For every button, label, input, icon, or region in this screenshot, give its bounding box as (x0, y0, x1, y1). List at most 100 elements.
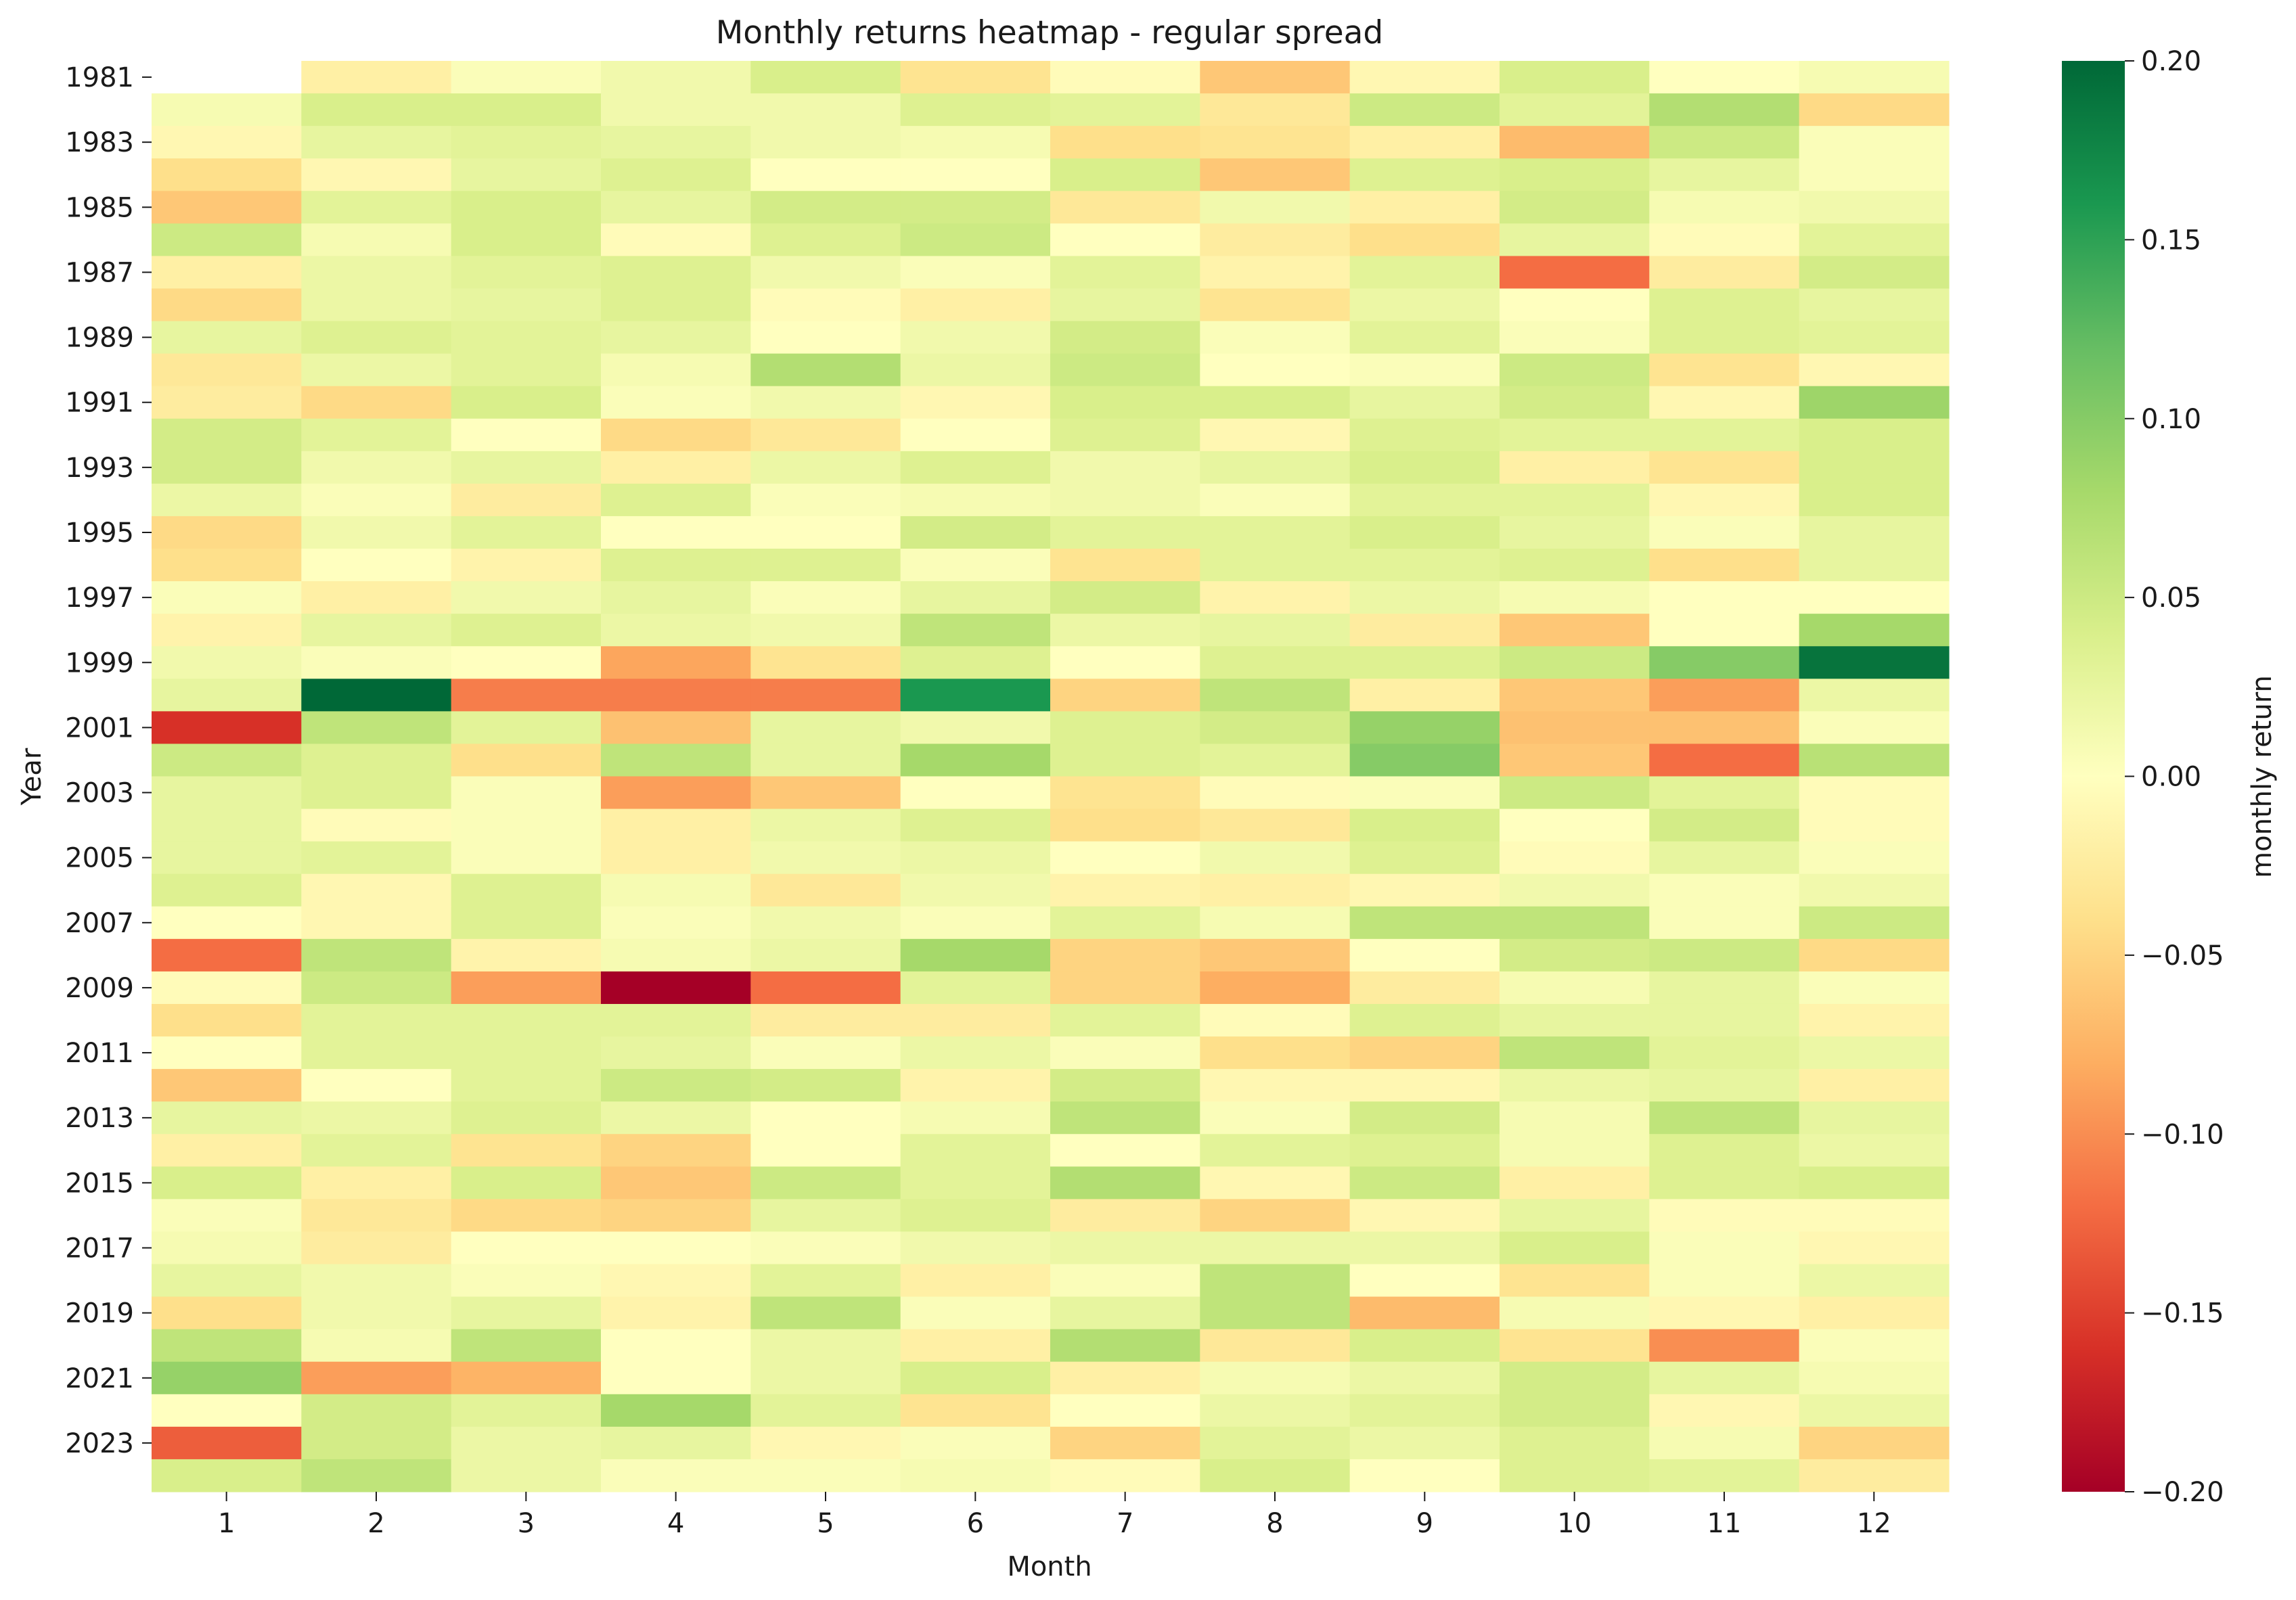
heatmap-cell (1500, 679, 1650, 712)
heatmap-cell (451, 906, 602, 940)
heatmap-cell (750, 483, 901, 517)
heatmap-cell (1649, 581, 1800, 614)
heatmap-cell (1200, 418, 1351, 452)
colorbar-tick-label: 0.00 (2141, 762, 2201, 793)
heatmap-cell (1349, 711, 1500, 745)
heatmap-cell (1649, 223, 1800, 257)
heatmap-cell (1200, 1003, 1351, 1037)
heatmap-cell (601, 321, 751, 355)
heatmap-cell (900, 61, 1051, 94)
heatmap-cell (152, 581, 302, 614)
heatmap-cell (750, 1329, 901, 1363)
heatmap-cell (1500, 126, 1650, 159)
heatmap-cell (601, 1231, 751, 1265)
heatmap-cell (1500, 906, 1650, 940)
heatmap-cell (1349, 906, 1500, 940)
heatmap-cell (451, 744, 602, 777)
heatmap-cell (1200, 191, 1351, 224)
heatmap-cell (601, 1166, 751, 1199)
heatmap-cell (152, 126, 302, 159)
heatmap-cell (1349, 1329, 1500, 1363)
heatmap-cell (1799, 1394, 1950, 1427)
heatmap-cell (1050, 776, 1200, 810)
heatmap-cell (750, 971, 901, 1005)
heatmap-cell (1050, 256, 1200, 290)
heatmap-cell (451, 483, 602, 517)
heatmap-cell (1500, 1166, 1650, 1199)
heatmap-cell (152, 808, 302, 842)
heatmap-cell (1349, 288, 1500, 322)
heatmap-cell (900, 191, 1051, 224)
heatmap-cell (900, 744, 1051, 777)
heatmap-cell (152, 418, 302, 452)
heatmap-cell (1799, 126, 1950, 159)
heatmap-cell (1200, 483, 1351, 517)
heatmap-cell (1799, 679, 1950, 712)
heatmap-cell (1200, 1296, 1351, 1330)
heatmap-cell (1050, 646, 1200, 679)
heatmap-cell (1200, 516, 1351, 549)
heatmap-cell (451, 1003, 602, 1037)
heatmap-cell (451, 1101, 602, 1135)
heatmap-cell (750, 679, 901, 712)
y-tick-label: 2009 (65, 973, 134, 1004)
heatmap-cell (1500, 841, 1650, 875)
heatmap-cell (451, 223, 602, 257)
heatmap-cell (750, 873, 901, 907)
heatmap-cell (1050, 1361, 1200, 1395)
heatmap-cell (1050, 418, 1200, 452)
colorbar-label: monthly return (2247, 675, 2278, 878)
heatmap-cell (601, 1134, 751, 1167)
heatmap-cell (1500, 451, 1650, 484)
heatmap-cell (1799, 1166, 1950, 1199)
heatmap-cell (750, 1394, 901, 1427)
heatmap-cell (1050, 483, 1200, 517)
heatmap-cell (1349, 386, 1500, 419)
heatmap-cell (451, 971, 602, 1005)
heatmap-cell (152, 1036, 302, 1070)
heatmap-cell (900, 1394, 1051, 1427)
heatmap-cell (1200, 126, 1351, 159)
heatmap-cell (451, 711, 602, 745)
heatmap-cell (1649, 841, 1800, 875)
heatmap-cell (451, 1134, 602, 1167)
heatmap-cell (301, 1134, 452, 1167)
y-tick-label: 2011 (65, 1038, 134, 1069)
heatmap-cell (451, 386, 602, 419)
heatmap-cell (1200, 1199, 1351, 1233)
heatmap-cell (1200, 1459, 1351, 1492)
heatmap-cell (152, 1003, 302, 1037)
heatmap-cell (750, 418, 901, 452)
heatmap-cell (451, 776, 602, 810)
heatmap-cell (152, 1264, 302, 1298)
heatmap-cell (1799, 906, 1950, 940)
heatmap-cell (1649, 971, 1800, 1005)
heatmap-cell (1050, 841, 1200, 875)
heatmap-cell (601, 971, 751, 1005)
heatmap-cell (1649, 1101, 1800, 1135)
heatmap-cell (1050, 1264, 1200, 1298)
colorbar-tick-label: 0.15 (2141, 225, 2201, 256)
heatmap-cell (301, 158, 452, 191)
heatmap-cell (1649, 1199, 1800, 1233)
heatmap-cell (601, 158, 751, 191)
heatmap-cell (451, 1394, 602, 1427)
heatmap-cell (900, 971, 1051, 1005)
heatmap-cell (1649, 1426, 1800, 1460)
heatmap-cell (601, 1199, 751, 1233)
heatmap-cell (152, 93, 302, 127)
heatmap-cell (1349, 971, 1500, 1005)
heatmap-cell (1050, 808, 1200, 842)
heatmap-cell (900, 516, 1051, 549)
heatmap-cell (601, 386, 751, 419)
y-tick-label: 2019 (65, 1298, 134, 1329)
heatmap-cell (1349, 61, 1500, 94)
heatmap-cell (750, 1296, 901, 1330)
heatmap-cell (451, 353, 602, 387)
y-axis-title: Year (16, 748, 47, 806)
heatmap-cell (301, 646, 452, 679)
heatmap-cell (1500, 971, 1650, 1005)
heatmap-cell (750, 906, 901, 940)
heatmap-cell (1349, 158, 1500, 191)
heatmap-cell (1500, 1231, 1650, 1265)
